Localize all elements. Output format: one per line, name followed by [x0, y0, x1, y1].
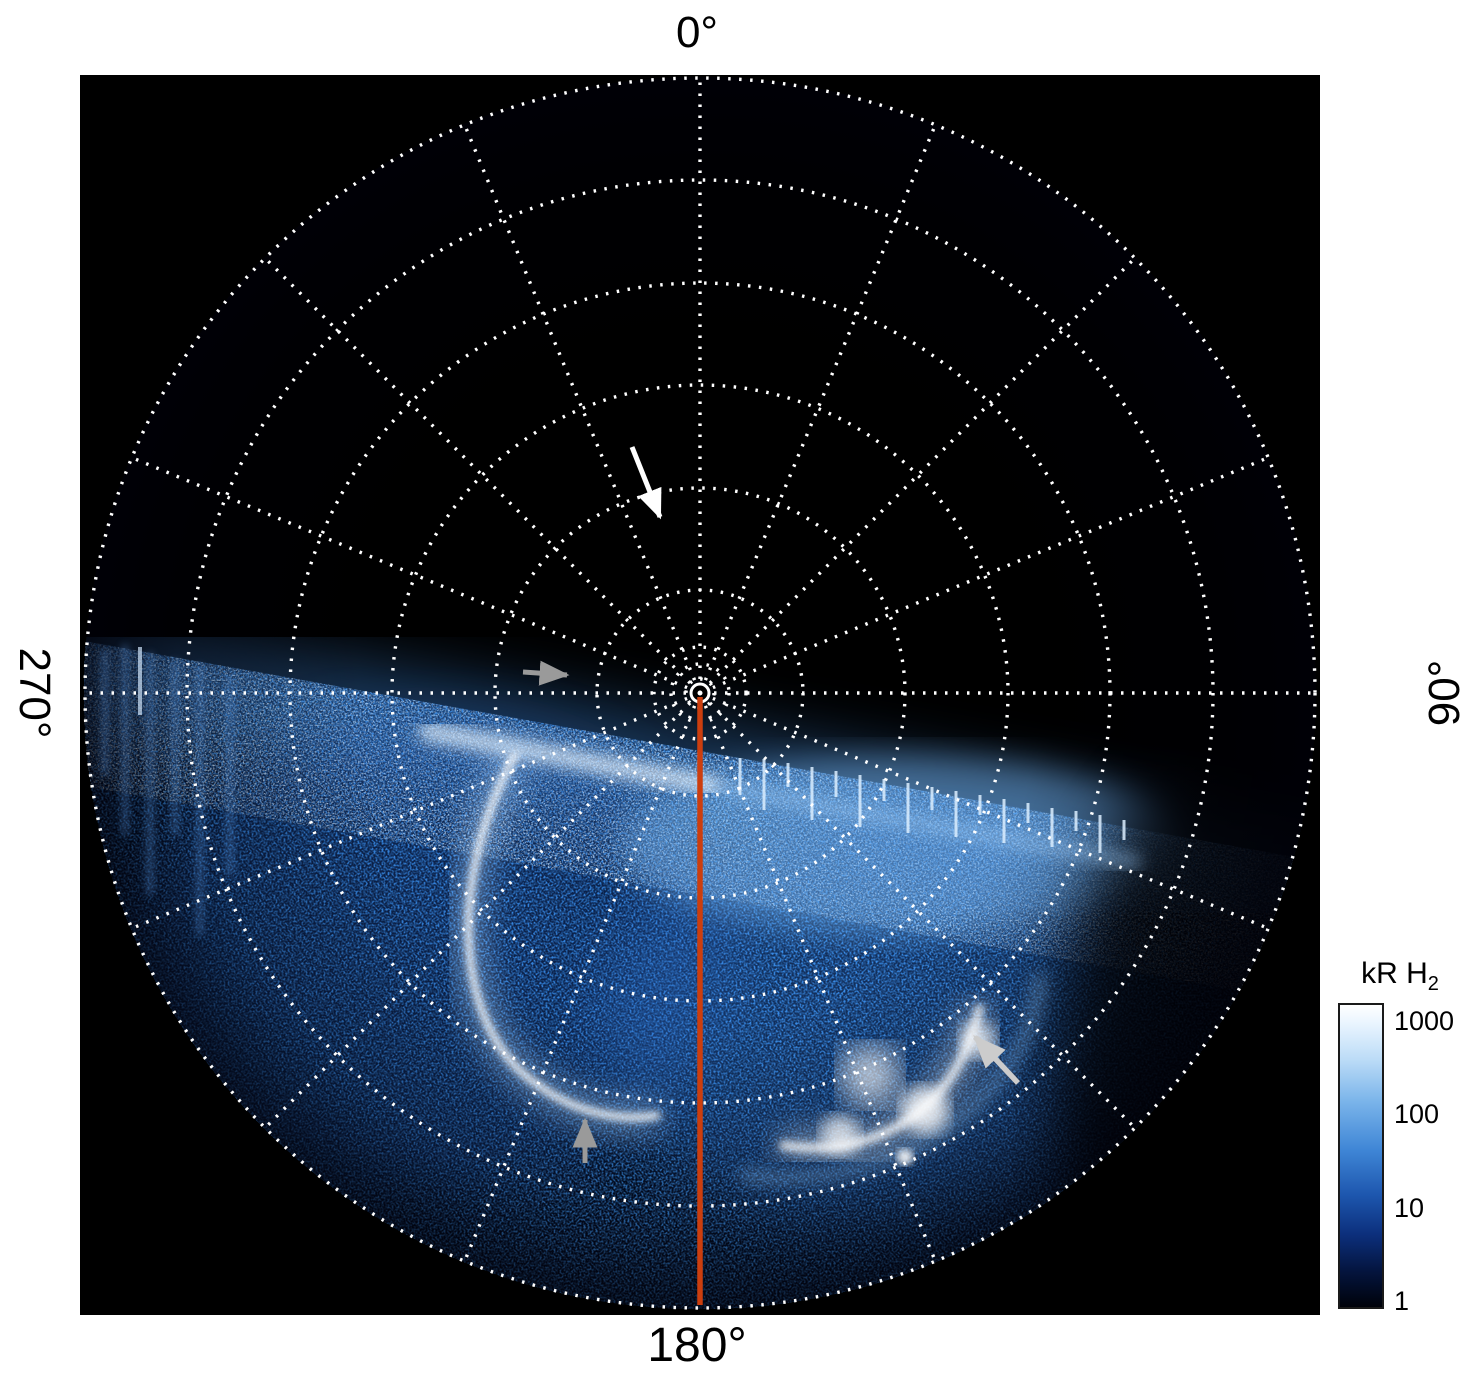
outer-arc-faint — [739, 974, 1046, 1184]
main-arc-core — [465, 751, 661, 1121]
colorbar-tick-1: 1 — [1394, 1286, 1410, 1316]
dusk-limb-streaks — [102, 645, 233, 935]
colorbar-title: kR H2 — [1330, 957, 1470, 996]
colorbar-tick-100: 100 — [1394, 1099, 1440, 1129]
white-arrow-icon — [629, 446, 663, 520]
colorbar-title-text: kR H — [1361, 957, 1428, 990]
colorbar: kR H2 1000 100 10 1 — [1330, 955, 1481, 1335]
colorbar-gradient — [1338, 1003, 1384, 1309]
angle-label-0: 0° — [675, 8, 719, 57]
colorbar-title-subscript: 2 — [1427, 973, 1439, 995]
light-gray-arrow-icon — [972, 1034, 1021, 1085]
colorbar-tick-1000: 1000 — [1394, 1006, 1455, 1036]
pole-dot — [697, 690, 703, 696]
gray-arrow-near-pole-icon — [522, 660, 570, 686]
colorbar-tick-10: 10 — [1394, 1193, 1425, 1223]
plot-area — [80, 75, 1320, 1315]
terminator-fringe-faint — [718, 780, 1142, 870]
angle-label-90: 90° — [1420, 659, 1469, 727]
polar-plot-svg — [83, 76, 1317, 1310]
angle-label-180: 180° — [647, 1319, 747, 1372]
angle-label-270: 270° — [10, 647, 59, 739]
terminator-fringe-bright — [418, 721, 722, 796]
terminator-streaks — [738, 758, 1126, 853]
